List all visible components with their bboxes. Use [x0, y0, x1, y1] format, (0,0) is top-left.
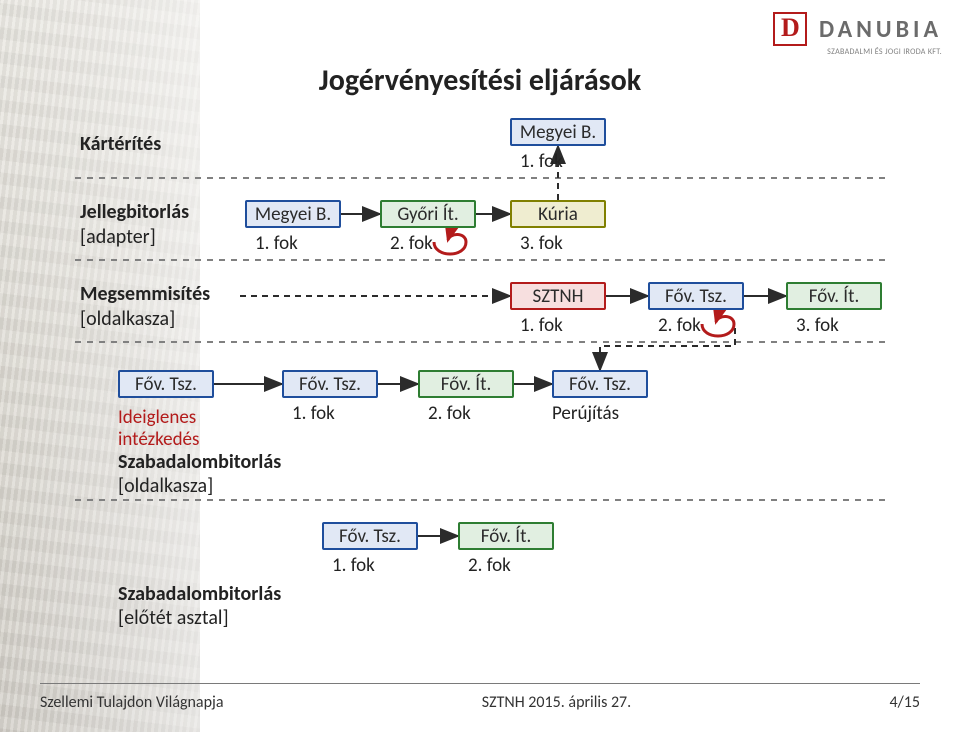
- node-sub-r1-megyei: 1. fok: [520, 150, 563, 173]
- row2-label: Jellegbitorlás: [80, 200, 189, 224]
- row4-sub: [oldalkasza]: [118, 474, 213, 498]
- node-r1-megyei: Megyei B.: [510, 118, 606, 146]
- footer-line: [40, 683, 920, 684]
- node-r3-sztnh: SZTNH: [510, 282, 606, 310]
- row2-sublabel: [adapter]: [80, 225, 156, 249]
- node-sub-r4-fovt2: 1. fok: [292, 402, 335, 425]
- logo-name: DANUBIA: [819, 15, 942, 44]
- page-title: Jogérvényesítési eljárások: [0, 62, 960, 99]
- footer-center: SZTNH 2015. április 27.: [482, 693, 631, 712]
- footer: Szellemi Tulajdon Világnapja SZTNH 2015.…: [40, 693, 920, 712]
- row4-bold: Szabadalombitorlás: [118, 450, 281, 474]
- node-r4-fovt3: Főv. Tsz.: [552, 370, 648, 398]
- node-r2-gyori: Győri Ít.: [380, 200, 476, 228]
- node-r3-fovt: Főv. Tsz.: [648, 282, 744, 310]
- brand-logo: D DANUBIA SZABADALMI ÉS JOGI IRODA KFT.: [773, 12, 942, 57]
- node-r3-fovit: Főv. Ít.: [786, 282, 882, 310]
- node-sub-r5-fovt: 1. fok: [332, 554, 375, 577]
- node-sub-r3-fovit: 3. fok: [796, 314, 839, 337]
- node-r4-fovt1: Főv. Tsz.: [118, 370, 214, 398]
- node-r4-fovt2: Főv. Tsz.: [282, 370, 378, 398]
- node-sub-r2-gyori: 2. fok: [390, 232, 433, 255]
- logo-mark: D: [773, 12, 807, 46]
- row1-label: Kártérítés: [80, 132, 161, 156]
- row5-bold: Szabadalombitorlás: [118, 582, 281, 606]
- row3-sublabel: [oldalkasza]: [80, 307, 175, 331]
- row5-sub: [előtét asztal]: [118, 606, 229, 630]
- node-sub-r5-fovit: 2. fok: [468, 554, 511, 577]
- node-sub-r3-fovt: 2. fok: [658, 314, 701, 337]
- row4-side1: Ideiglenes: [118, 406, 196, 429]
- node-r2-megyei: Megyei B.: [245, 200, 341, 228]
- footer-right: 4/15: [889, 693, 920, 712]
- node-r4-fovit: Főv. Ít.: [418, 370, 514, 398]
- node-r5-fovit: Főv. Ít.: [458, 522, 554, 550]
- row3-label: Megsemmisítés: [80, 282, 210, 306]
- node-r5-fovt: Főv. Tsz.: [322, 522, 418, 550]
- logo-sub: SZABADALMI ÉS JOGI IRODA KFT.: [773, 47, 942, 57]
- node-sub-r2-kuria: 3. fok: [520, 232, 563, 255]
- node-r2-kuria: Kúria: [510, 200, 606, 228]
- node-sub-r4-fovit: 2. fok: [428, 402, 471, 425]
- node-sub-r3-sztnh: 1. fok: [520, 314, 563, 337]
- footer-left: Szellemi Tulajdon Világnapja: [40, 693, 223, 712]
- node-sub-r2-megyei: 1. fok: [255, 232, 298, 255]
- row4-peruj: Perújítás: [552, 402, 619, 425]
- row4-side2: intézkedés: [118, 428, 199, 451]
